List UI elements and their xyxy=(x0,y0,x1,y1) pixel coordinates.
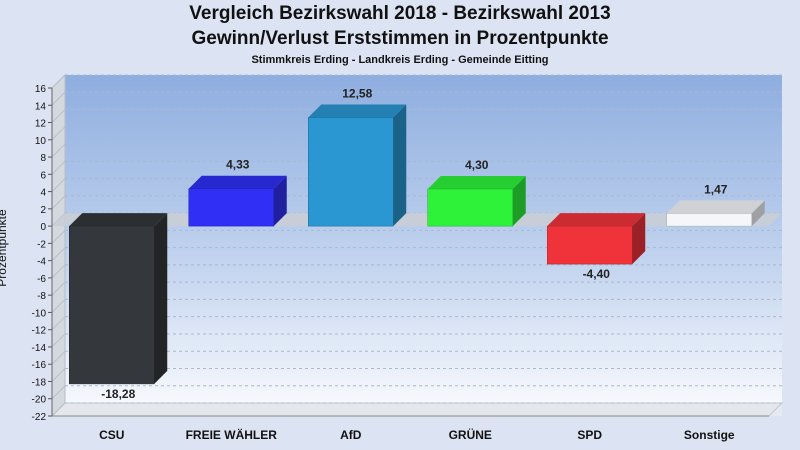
data-label: -18,28 xyxy=(101,387,135,401)
gridline-side xyxy=(51,264,66,279)
bar-0 xyxy=(69,213,168,385)
y-tick-label: -6 xyxy=(37,274,46,285)
data-label: 1,47 xyxy=(704,182,728,196)
y-tick-label: -18 xyxy=(32,377,47,388)
data-label: 12,58 xyxy=(342,87,372,101)
x-tick-label: CSU xyxy=(99,428,124,442)
bar-side-face xyxy=(632,213,646,265)
gridline-side xyxy=(51,299,66,313)
x-tick-label: SPD xyxy=(577,428,602,442)
gridline-side xyxy=(51,126,66,141)
gridline-side xyxy=(51,247,66,261)
chart-region-subtitle: Stimmkreis Erding - Landkreis Erding - G… xyxy=(251,54,549,66)
gridline-side xyxy=(51,350,66,365)
x-tick-label: FREIE WÄHLER xyxy=(186,427,278,442)
gridline-side xyxy=(51,195,66,210)
bar-3 xyxy=(427,175,526,227)
plot-floor xyxy=(50,402,784,417)
bar-side-face xyxy=(512,175,526,227)
bar-top-face xyxy=(547,213,646,227)
y-tick-label: 6 xyxy=(40,170,46,181)
bar-side-face xyxy=(393,104,407,227)
data-label: 4,30 xyxy=(465,158,489,172)
bar-4 xyxy=(547,213,646,265)
y-tick-label: 12 xyxy=(35,119,47,130)
gridline-side xyxy=(51,333,66,348)
bar-side-face xyxy=(751,200,765,227)
bar-2 xyxy=(308,104,407,227)
bar-side-face xyxy=(273,175,287,227)
bar-side-face xyxy=(154,213,168,384)
gridline-side xyxy=(51,281,66,296)
y-tick-label: -14 xyxy=(32,343,47,354)
bar-top-face xyxy=(666,200,765,214)
y-tick-label: 10 xyxy=(35,136,47,147)
plot-side-wall xyxy=(51,73,66,418)
gridline-side xyxy=(51,91,66,106)
gridline-side xyxy=(51,385,66,400)
bar-front-face xyxy=(308,117,394,227)
bar-top-face xyxy=(188,175,287,189)
bar-top-face xyxy=(69,213,168,227)
bar-front-face xyxy=(427,188,513,227)
y-tick-label: -4 xyxy=(37,257,46,268)
x-tick-label: Sonstige xyxy=(684,428,735,442)
bar-1 xyxy=(188,175,287,227)
gridline-side xyxy=(51,316,66,331)
data-label: 4,33 xyxy=(226,158,250,172)
gridline-side xyxy=(51,230,66,244)
gridline-side xyxy=(51,368,66,382)
y-tick-label: -16 xyxy=(32,360,47,371)
y-tick-label: 16 xyxy=(35,84,47,95)
y-tick-label: -22 xyxy=(32,412,47,423)
bar-front-face xyxy=(188,188,274,227)
y-tick-label: 0 xyxy=(40,222,46,233)
plot-back-wall xyxy=(65,75,782,403)
bar-front-face xyxy=(69,225,155,385)
y-tick-label: 8 xyxy=(40,153,46,164)
gridline-side xyxy=(51,143,66,158)
y-tick-label: 4 xyxy=(40,188,46,199)
y-tick-label: -20 xyxy=(32,395,47,406)
chart-subtitle: Gewinn/Verlust Erststimmen in Prozentpun… xyxy=(191,28,609,49)
chart-title: Vergleich Bezirkswahl 2018 - Bezirkswahl… xyxy=(189,3,611,24)
y-tick-label: -8 xyxy=(37,291,46,302)
bar-5 xyxy=(666,200,765,227)
y-tick-label: 14 xyxy=(35,101,47,112)
data-label: -4,40 xyxy=(583,267,611,281)
y-tick-label: -2 xyxy=(37,239,46,250)
bar-front-face xyxy=(547,225,633,265)
y-tick-label: -12 xyxy=(32,326,47,337)
y-tick-label: 2 xyxy=(40,205,46,216)
x-tick-label: AfD xyxy=(340,428,362,442)
gridline-side xyxy=(51,178,66,192)
bar-front-face xyxy=(666,213,752,227)
gridline-side xyxy=(51,74,66,89)
bar-top-face xyxy=(427,175,526,189)
gridline-side xyxy=(51,160,66,175)
gridline-side xyxy=(51,402,66,417)
gridline-side xyxy=(51,109,66,123)
y-tick-label: -10 xyxy=(32,308,47,319)
bar-top-face xyxy=(308,104,407,118)
x-tick-label: GRÜNE xyxy=(449,427,492,442)
